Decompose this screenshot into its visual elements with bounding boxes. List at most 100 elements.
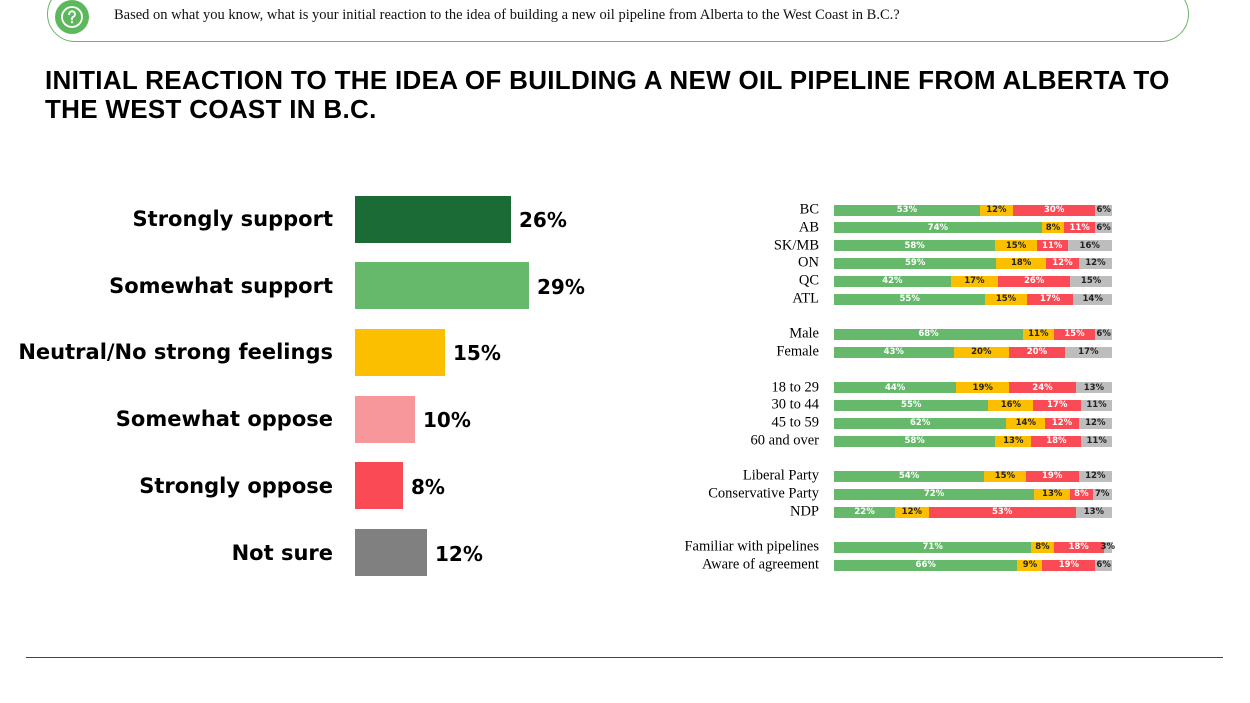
segment-bar-part: 16%	[1067, 240, 1112, 252]
segment-bar-part: 12%	[1078, 470, 1112, 482]
segment-bar-part: 6%	[1095, 328, 1112, 340]
segment-bar-part: 17%	[950, 275, 998, 287]
segment-bar-part: 17%	[1033, 399, 1082, 411]
segment-bar-part: 13%	[1075, 382, 1112, 394]
segment-bar-part: 15%	[1053, 328, 1096, 340]
segment-bar-part: 18%	[1031, 435, 1082, 447]
segment-bar-part: 17%	[1064, 346, 1112, 358]
segment-bar-part: 30%	[1012, 204, 1096, 216]
segment-row-label: QC	[798, 272, 819, 289]
chart-title: INITIAL REACTION TO THE IDEA OF BUILDING…	[45, 65, 1170, 124]
segment-bar-part: 12%	[1078, 417, 1112, 429]
segment-bar-part: 68%	[834, 328, 1024, 340]
main-bar	[355, 195, 511, 243]
segment-bar-part: 13%	[995, 435, 1032, 447]
segment-stacked-bar: 55% 16% 17% 11%	[834, 399, 1112, 411]
segment-bar-part: 9%	[1017, 559, 1043, 571]
segment-bar-part: 66%	[834, 559, 1018, 571]
segment-bar-part: 74%	[834, 222, 1042, 234]
segment-bar-part: 58%	[834, 435, 996, 447]
segment-bar-part: 11%	[1036, 240, 1068, 252]
segment-bar-part: 15%	[984, 470, 1026, 482]
main-category-label: Strongly support	[132, 207, 333, 231]
segment-bar-part: 11%	[1064, 222, 1096, 234]
segment-bar-part: 12%	[979, 204, 1013, 216]
segment-bar-part: 12%	[1045, 257, 1079, 269]
segment-bar-part: 7%	[1092, 488, 1112, 500]
segment-bar-part: 14%	[1073, 293, 1112, 305]
segment-stacked-bar: 44% 19% 24% 13%	[834, 382, 1112, 394]
segment-bar-part: 11%	[1081, 435, 1112, 447]
main-bar	[355, 395, 415, 443]
segment-bar-part: 15%	[985, 293, 1027, 305]
main-value-label: 15%	[453, 341, 501, 366]
segment-bar-part: 19%	[1025, 470, 1079, 482]
segment-row-label: Male	[789, 325, 819, 342]
segment-stacked-bar: 55% 15% 17% 14%	[834, 293, 1112, 305]
segment-bar-part: 20%	[953, 346, 1010, 358]
segment-bar-part: 53%	[928, 506, 1076, 518]
segment-bar-part: 12%	[1078, 257, 1112, 269]
segment-row-label: NDP	[789, 503, 819, 520]
segment-bar-part: 6%	[1095, 559, 1112, 571]
segment-stacked-bar: 58% 13% 18% 11%	[834, 435, 1112, 447]
segment-bar-part: 43%	[834, 346, 954, 358]
segment-bar-part: 16%	[988, 399, 1034, 411]
segment-row-label: 60 and over	[750, 432, 819, 449]
segment-bar-part: 19%	[1042, 559, 1096, 571]
segment-bar-part: 8%	[1041, 222, 1065, 234]
segment-row-label: Familiar with pipelines	[684, 538, 819, 555]
segment-bar-part: 12%	[895, 506, 929, 518]
segment-row-label: Liberal Party	[742, 467, 819, 484]
segment-bar-part: 53%	[834, 204, 980, 216]
segment-bar-part: 20%	[1009, 346, 1065, 358]
segment-bar-part: 15%	[995, 240, 1037, 252]
main-value-label: 10%	[423, 408, 471, 433]
segment-row-label: BC	[799, 201, 819, 218]
segment-bar-part: 6%	[1095, 222, 1112, 234]
segment-row-label: Conservative Party	[708, 485, 819, 502]
segment-bar-part: 24%	[1009, 382, 1076, 394]
segment-stacked-bar: 74% 8% 11% 6%	[834, 222, 1112, 234]
main-category-label: Neutral/No strong feelings	[18, 340, 333, 365]
segment-bar-part: 22%	[834, 506, 896, 518]
segment-bar-part: 58%	[834, 240, 996, 252]
segment-stacked-bar: 22% 12% 53% 13%	[834, 506, 1112, 518]
segment-row-label: 18 to 29	[771, 379, 819, 396]
segment-bar-part: 15%	[1070, 275, 1112, 287]
segment-stacked-bar: 71% 8% 18% 3%	[834, 541, 1115, 553]
segment-stacked-bar: 62% 14% 12% 12%	[834, 417, 1112, 429]
question-text: Based on what you know, what is your ini…	[114, 7, 900, 23]
segment-stacked-bar: 42% 17% 26% 15%	[834, 275, 1112, 287]
segment-bar-part: 13%	[1034, 488, 1071, 500]
segment-bar-part: 19%	[956, 382, 1010, 394]
segment-bar-part: 26%	[998, 275, 1071, 287]
segment-bar-part: 6%	[1095, 204, 1112, 216]
segment-bar-part: 44%	[834, 382, 957, 394]
segment-bar-part: 55%	[834, 293, 986, 305]
main-bar	[355, 328, 445, 376]
segment-row-label: 30 to 44	[771, 396, 819, 413]
segment-bar-part: 14%	[1006, 417, 1046, 429]
segment-stacked-bar: 43% 20% 20% 17%	[834, 346, 1112, 358]
main-category-label: Somewhat oppose	[115, 407, 333, 432]
main-category-label: Somewhat support	[109, 273, 333, 298]
segment-row-label: 45 to 59	[771, 414, 819, 431]
segment-stacked-bar: 54% 15% 19% 12%	[834, 470, 1112, 482]
segment-stacked-bar: 68% 11% 15% 6%	[834, 328, 1112, 340]
segment-bar-part: 12%	[1045, 417, 1079, 429]
segment-row-label: Aware of agreement	[701, 556, 819, 573]
segment-stacked-bar: 58% 15% 11% 16%	[834, 240, 1112, 252]
segment-bar-part: 8%	[1031, 541, 1054, 553]
segment-stacked-bar: 59% 18% 12% 12%	[834, 257, 1112, 269]
segment-row-label: AB	[798, 219, 819, 236]
main-category-label: Strongly oppose	[139, 473, 333, 498]
segment-bar-part: 72%	[834, 488, 1035, 500]
main-category-label: Not sure	[231, 540, 333, 565]
main-value-label: 29%	[537, 274, 585, 299]
main-value-label: 8%	[411, 474, 445, 499]
segment-bar-part: 59%	[834, 257, 997, 269]
segment-bar-part: 71%	[834, 541, 1032, 553]
main-bar	[355, 529, 427, 576]
segment-bar-part: 11%	[1081, 399, 1112, 411]
